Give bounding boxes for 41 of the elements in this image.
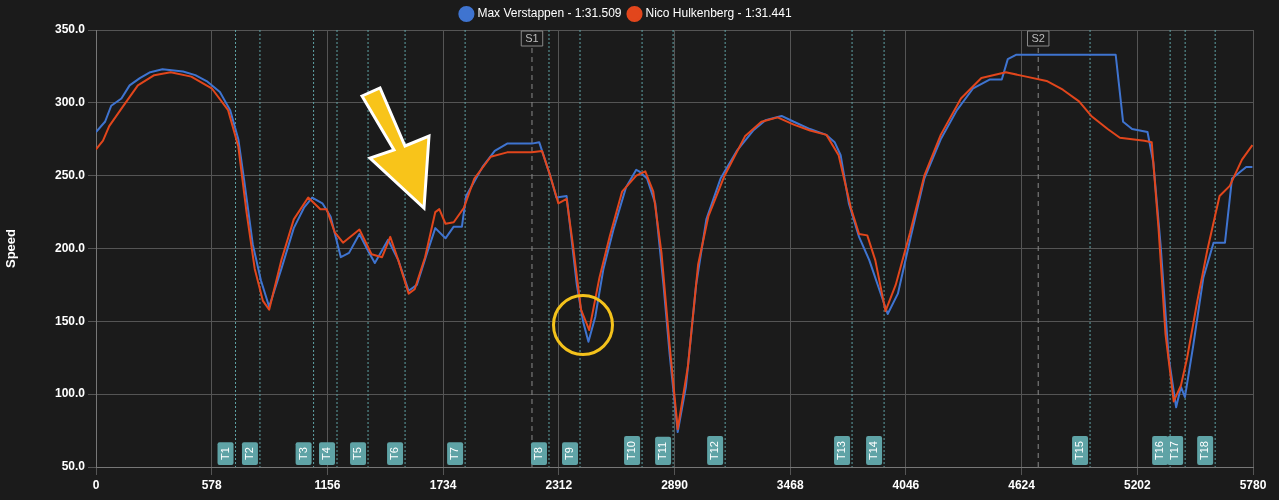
y-tick-label: 250.0 bbox=[54, 167, 86, 182]
ref-line-label: T3 bbox=[296, 447, 309, 460]
y-tick-label: 100.0 bbox=[54, 386, 86, 401]
ref-line-label: S2 bbox=[1031, 32, 1045, 45]
ref-line-label: T9 bbox=[563, 447, 576, 460]
x-tick-label: 578 bbox=[201, 477, 223, 492]
x-tick-label: 5202 bbox=[1123, 477, 1151, 492]
x-tick-label: 4624 bbox=[1008, 477, 1036, 492]
ref-line-label: T13 bbox=[835, 441, 848, 461]
ref-line-label: T7 bbox=[448, 447, 461, 460]
ref-line-label: T10 bbox=[625, 441, 638, 461]
legend-label: Nico Hulkenberg - 1:31.441 bbox=[645, 6, 792, 21]
y-tick-label: 350.0 bbox=[54, 22, 86, 37]
y-axis-title: Speed bbox=[3, 228, 19, 269]
ref-line-label: T14 bbox=[867, 441, 880, 461]
x-tick-label: 2312 bbox=[545, 477, 573, 492]
legend-label: Max Verstappen - 1:31.509 bbox=[477, 6, 622, 21]
ref-line-label: S1 bbox=[525, 32, 539, 45]
y-tick-label: 150.0 bbox=[54, 313, 86, 328]
ref-line-label: T8 bbox=[532, 447, 545, 460]
ref-line-label: T1 bbox=[218, 447, 231, 460]
ref-line-label: T17 bbox=[1168, 441, 1181, 461]
x-tick-label: 2890 bbox=[661, 477, 689, 492]
y-tick-label: 50.0 bbox=[61, 459, 86, 474]
y-tick-label: 300.0 bbox=[54, 95, 86, 110]
ref-line-label: T6 bbox=[388, 447, 401, 460]
x-tick-label: 4046 bbox=[892, 477, 920, 492]
ref-line-label: T2 bbox=[242, 447, 255, 460]
x-tick-label: 1156 bbox=[314, 477, 341, 492]
x-tick-label: 1734 bbox=[429, 477, 457, 492]
ref-line-label: T15 bbox=[1073, 441, 1086, 461]
x-tick-label: 3468 bbox=[776, 477, 804, 492]
x-tick-label: 5780 bbox=[1239, 477, 1267, 492]
ref-line-label: T18 bbox=[1198, 441, 1211, 461]
x-tick-label: 0 bbox=[92, 477, 100, 492]
ref-line-label: T4 bbox=[320, 447, 333, 460]
ref-line-label: T12 bbox=[708, 441, 721, 461]
ref-line-label: T11 bbox=[656, 441, 669, 460]
ref-line-label: T16 bbox=[1153, 441, 1166, 461]
y-tick-label: 200.0 bbox=[54, 240, 86, 255]
ref-line-label: T5 bbox=[351, 447, 364, 460]
